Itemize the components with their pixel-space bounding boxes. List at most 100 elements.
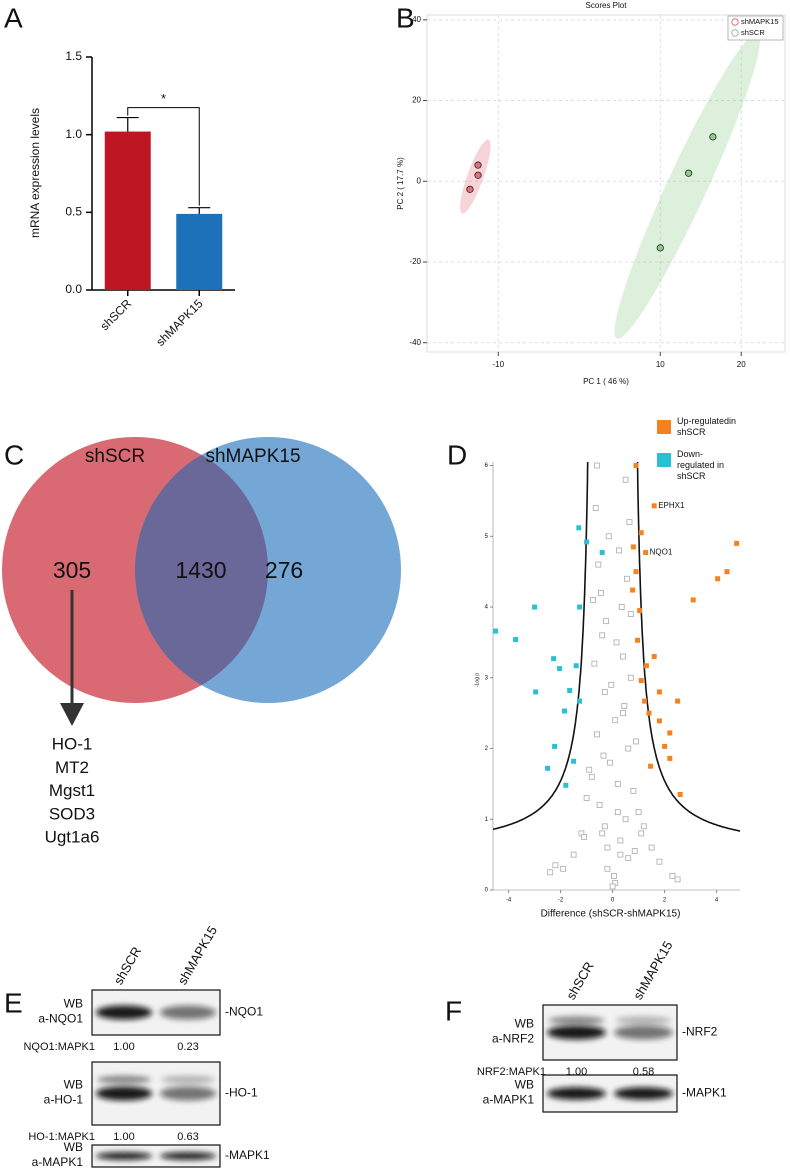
threshold-curve [636,462,740,832]
legend-label: Up-regulatedin shSCR [677,416,737,437]
band [97,1075,151,1084]
point [622,816,629,823]
point [621,703,628,709]
y-axis-label: PC 2 ( 17.7 %) [396,157,405,210]
y-axis-label: -Log p [474,673,480,687]
point [675,698,681,704]
bar [104,131,151,290]
point [608,681,615,688]
point [709,133,717,141]
point [604,865,611,872]
point [618,604,625,610]
point [651,654,657,660]
confidence-ellipse [614,33,761,339]
threshold-curve [493,462,589,831]
point [607,759,613,766]
point [594,462,600,469]
antibody-label: a-MAPK1 [32,1155,84,1169]
antibody-label: WB [515,1017,534,1031]
y-tick-label: 1.5 [65,49,82,63]
point [630,788,637,794]
point [581,834,587,840]
point [567,688,573,694]
band [159,1086,217,1101]
antibody-label: WB [515,1078,534,1092]
point [690,597,696,603]
point [603,618,609,625]
y-tick-label: 1.0 [65,127,82,141]
point [552,743,558,749]
point [640,823,647,830]
point [611,872,617,879]
point [685,169,693,177]
legend-text: Up-regulatedin shSCR [677,416,737,437]
y-axis-label: mRNA expression levels [28,108,42,238]
venn-overlap [135,437,268,703]
band-label: -MAPK1 [225,1148,270,1162]
point [638,830,645,837]
gene-label: SOD3 [49,804,95,823]
point [599,550,605,556]
y-tick-label: -20 [409,257,421,266]
plot-frame [426,14,786,353]
band [614,1087,673,1100]
point [638,530,644,536]
point [620,710,626,717]
point [635,809,642,816]
arrow-head [60,703,84,726]
x-tick-label: 2 [663,898,667,904]
legend-marker [731,29,739,37]
x-tick-label: -4 [506,898,512,904]
antibody-label: a-NRF2 [492,1032,534,1046]
point [592,505,599,511]
point [466,185,474,193]
bar [176,213,223,290]
point [545,765,551,771]
point [674,876,681,883]
point [601,823,608,830]
ratio-value: 0.63 [177,1131,198,1143]
y-tick-label: 3 [485,675,489,681]
point [648,763,654,769]
point [614,809,621,816]
point [624,575,630,582]
point [667,730,673,736]
antibody-label: WB [64,1078,83,1092]
point [513,637,519,643]
point [656,718,662,724]
point [591,660,598,667]
point [631,848,638,854]
panel-label: C [4,439,24,470]
point [625,745,632,752]
point [715,576,721,582]
venn-count: 1430 [175,557,226,583]
set-label: shMAPK15 [205,446,300,467]
x-tick-label: 4 [715,898,719,904]
gene-label: MT2 [55,758,89,777]
band [548,1016,605,1025]
column-header: shSCR [563,959,597,1002]
band [159,1152,217,1160]
point [724,569,730,575]
y-tick-label: 20 [412,96,421,105]
legend-label: shSCR [741,28,765,37]
point [617,851,624,858]
point [677,791,683,797]
gene-label: Ugt1a6 [45,828,100,847]
point [630,587,636,593]
point [599,830,606,837]
venn-count: 276 [265,557,303,583]
annotation: EPHX1 [658,501,685,510]
point [642,698,648,704]
point [598,589,604,596]
band [159,1005,217,1020]
panel-label: E [4,987,23,1018]
point [551,656,557,662]
point [594,731,600,738]
y-tick-label: 1 [485,817,489,823]
point [651,503,657,509]
band-label: -HO-1 [225,1086,258,1100]
band [547,1025,606,1040]
legend-label: shMAPK15 [741,17,779,26]
venn-count: 305 [53,557,91,583]
